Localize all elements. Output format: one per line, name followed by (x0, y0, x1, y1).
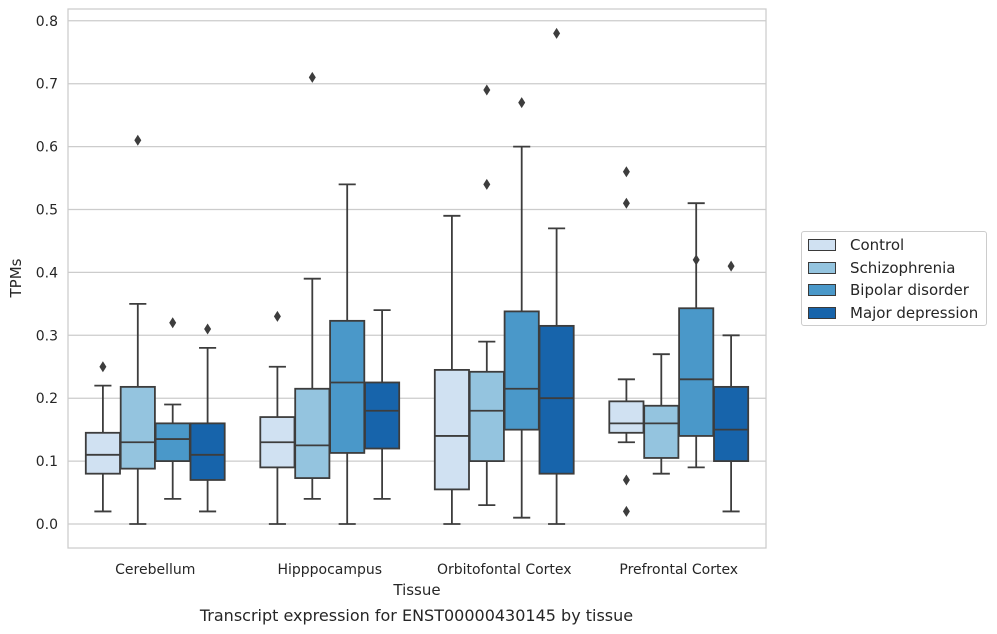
flier-0 (99, 361, 107, 373)
legend-label-major-depression: Major depression (850, 304, 979, 322)
flier-0 (622, 474, 630, 486)
y-axis-title: TPMs (7, 258, 25, 298)
flier-0 (727, 260, 735, 272)
box-3-0 (608, 166, 645, 517)
flier-0 (483, 178, 491, 190)
legend-swatch-schizophrenia (808, 262, 836, 274)
box-body (119, 385, 156, 470)
y-tick-label-6: 0.6 (36, 140, 58, 156)
flier-0 (169, 317, 177, 329)
y-tick-label-1: 0.1 (36, 454, 58, 470)
box-body (364, 381, 401, 450)
box-body (294, 387, 331, 479)
flier-1 (622, 505, 630, 517)
box-0-0 (84, 361, 121, 513)
box-body (538, 324, 575, 475)
flier-2 (622, 197, 630, 209)
flier-0 (553, 27, 561, 39)
x-tick-labels: Cerebellum Hipppocampus Orbitofontal Corte… (115, 562, 738, 578)
box-0-3 (189, 323, 226, 513)
legend-item-bipolar-disorder: Bipolar disorder (808, 281, 969, 299)
legend-item-major-depression: Major depression (808, 304, 978, 322)
legend-item-schizophrenia: Schizophrenia (808, 259, 955, 277)
box-3-2 (678, 202, 715, 469)
box-1-0 (259, 310, 296, 525)
figure-caption: Transcript expression for ENST0000043014… (199, 606, 634, 625)
flier-0 (273, 310, 281, 322)
box-0-2 (154, 317, 191, 500)
box-body (433, 368, 470, 491)
legend-swatch-bipolar-disorder (808, 284, 836, 296)
box-0-1 (119, 134, 156, 525)
y-tick-labels: 0.0 0.1 0.2 0.3 0.4 0.5 0.6 0.7 0.8 (36, 14, 58, 533)
flier-0 (692, 254, 700, 266)
box-2-2 (503, 97, 540, 519)
box-body (643, 404, 680, 459)
box-body (84, 431, 121, 475)
x-tick-label-2: Orbitofontal Cortex (437, 562, 572, 578)
box-3-1 (643, 353, 680, 475)
box-body (503, 310, 540, 431)
box-body (678, 307, 715, 437)
x-tick-label-1: Hipppocampus (277, 562, 382, 578)
legend-label-bipolar-disorder: Bipolar disorder (850, 281, 969, 299)
box-1-2 (329, 183, 366, 525)
box-2-0 (433, 214, 470, 525)
plot-frame (67, 8, 767, 549)
legend-label-control: Control (850, 236, 905, 254)
box-1-1 (294, 71, 331, 500)
box-3-3 (713, 260, 750, 513)
box-body (329, 319, 366, 454)
x-tick-label-3: Prefrontal Cortex (619, 562, 738, 578)
y-tick-label-5: 0.5 (36, 203, 58, 219)
legend-swatch-control (808, 239, 836, 251)
box-body (608, 400, 645, 434)
y-tick-label-8: 0.8 (36, 14, 58, 30)
box-body (154, 422, 191, 462)
box-2-1 (468, 84, 505, 507)
flier-0 (518, 97, 526, 109)
y-tick-label-0: 0.0 (36, 517, 58, 533)
flier-0 (134, 134, 142, 146)
flier-0 (204, 323, 212, 335)
box-1-3 (364, 309, 401, 500)
legend-item-control: Control (808, 236, 904, 254)
y-tick-label-2: 0.2 (36, 391, 58, 407)
y-tick-label-4: 0.4 (36, 265, 58, 281)
box-body (468, 370, 505, 463)
flier-0 (308, 71, 316, 83)
x-tick-label-0: Cerebellum (115, 562, 195, 578)
flier-3 (622, 166, 630, 178)
legend-swatch-major-depression (808, 307, 836, 319)
box-body (189, 422, 226, 481)
box-body (713, 385, 750, 462)
y-tick-label-7: 0.7 (36, 77, 58, 93)
box-2-3 (538, 27, 575, 525)
boxes (84, 27, 750, 525)
y-tick-label-3: 0.3 (36, 328, 58, 344)
legend: Control Schizophrenia Bipolar disorder M… (801, 231, 987, 326)
x-axis-title: Tissue (392, 581, 440, 599)
flier-1 (483, 84, 491, 96)
legend-label-schizophrenia: Schizophrenia (850, 259, 956, 277)
